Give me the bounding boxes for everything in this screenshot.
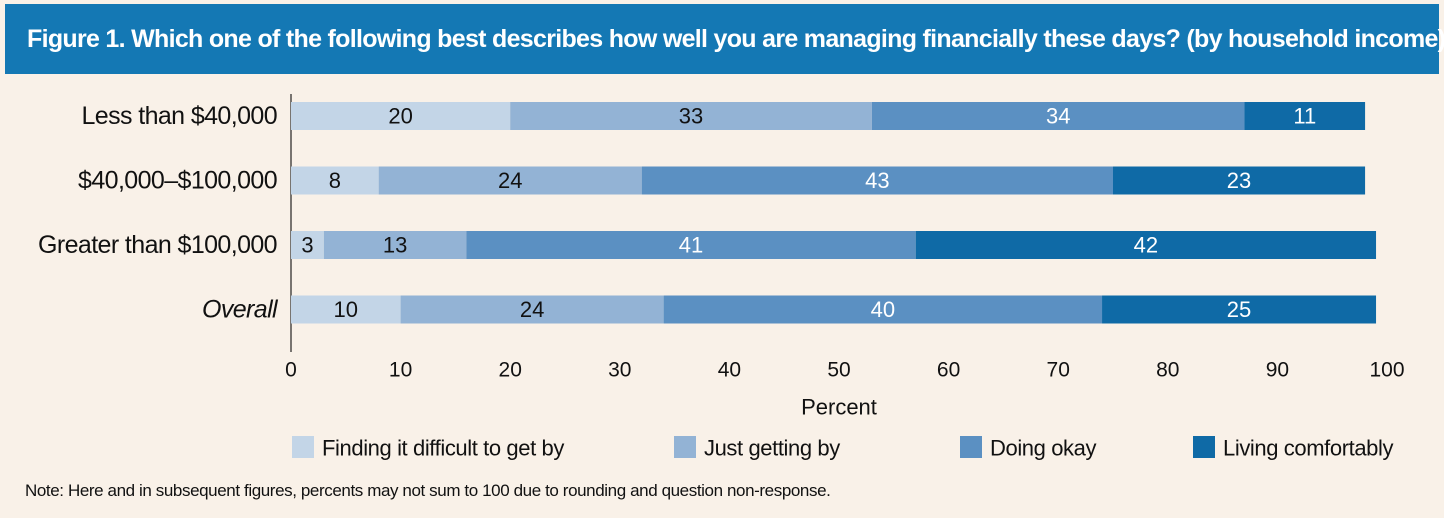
bar-segment bbox=[663, 295, 1103, 324]
data-label: 11 bbox=[1293, 104, 1316, 129]
bar-segment bbox=[291, 102, 511, 130]
data-label: 13 bbox=[383, 233, 407, 258]
x-tick-label: 80 bbox=[1156, 359, 1179, 382]
category-label: Greater than $100,000 bbox=[38, 231, 277, 259]
legend-label: Just getting by bbox=[704, 436, 840, 461]
legend-label: Finding it difficult to get by bbox=[322, 436, 564, 461]
footnote: Note: Here and in subsequent figures, pe… bbox=[25, 481, 831, 500]
bar-segment bbox=[291, 295, 401, 324]
legend-label: Doing okay bbox=[990, 436, 1096, 461]
legend-label: Living comfortably bbox=[1223, 436, 1393, 461]
x-tick-label: 70 bbox=[1047, 359, 1070, 382]
data-label: 41 bbox=[679, 233, 703, 258]
x-tick-label: 50 bbox=[827, 359, 850, 382]
legend-swatch bbox=[674, 436, 696, 458]
chart-area: Less than $40,000 20 33 34 11 $40,000–$100,00… bbox=[5, 74, 1439, 514]
figure-title: Figure 1. Which one of the following bes… bbox=[27, 24, 1444, 53]
data-label: 25 bbox=[1227, 297, 1251, 322]
bar-segment bbox=[291, 231, 324, 259]
data-label: 23 bbox=[1227, 168, 1251, 193]
x-tick-label: 30 bbox=[608, 359, 631, 382]
legend-swatch bbox=[960, 436, 982, 458]
x-tick-label: 60 bbox=[937, 359, 960, 382]
figure-header: Figure 1. Which one of the following bes… bbox=[5, 4, 1444, 74]
data-label: 10 bbox=[334, 297, 358, 322]
data-label: 8 bbox=[329, 168, 341, 193]
x-tick-label: 40 bbox=[718, 359, 741, 382]
category-label: Less than $40,000 bbox=[81, 102, 277, 130]
legend-swatch bbox=[292, 436, 314, 458]
x-tick-label: 90 bbox=[1266, 359, 1289, 382]
x-tick-label: 20 bbox=[499, 359, 522, 382]
data-label: 33 bbox=[679, 104, 703, 129]
legend-swatch bbox=[1193, 436, 1215, 458]
data-label: 34 bbox=[1046, 104, 1070, 129]
x-axis-label: Percent bbox=[801, 395, 877, 420]
bar-segment bbox=[291, 166, 379, 195]
bar-segment bbox=[400, 295, 664, 324]
data-label: 24 bbox=[498, 168, 522, 193]
bar-segment bbox=[915, 231, 1377, 259]
bar-segment bbox=[323, 231, 467, 259]
data-label: 3 bbox=[301, 233, 313, 258]
bar-segment bbox=[1102, 295, 1377, 324]
bar-segment bbox=[1113, 166, 1366, 195]
bar-segment bbox=[871, 102, 1245, 130]
bar-segment bbox=[641, 166, 1113, 195]
data-label: 42 bbox=[1134, 233, 1158, 258]
data-label: 20 bbox=[388, 104, 412, 129]
bar-segment bbox=[466, 231, 916, 259]
x-tick-label: 100 bbox=[1369, 359, 1404, 382]
bar-segment bbox=[378, 166, 642, 195]
x-tick-label: 10 bbox=[389, 359, 412, 382]
data-label: 24 bbox=[520, 297, 544, 322]
x-tick-label: 0 bbox=[285, 359, 297, 382]
bar-segment bbox=[1244, 102, 1366, 130]
category-label: $40,000–$100,000 bbox=[78, 167, 277, 195]
category-label: Overall bbox=[202, 296, 279, 324]
data-label: 40 bbox=[871, 297, 895, 322]
bar-segment bbox=[510, 102, 872, 130]
data-label: 43 bbox=[865, 168, 889, 193]
stacked-bar-chart: Less than $40,000 20 33 34 11 $40,000–$100,00… bbox=[38, 94, 1405, 461]
